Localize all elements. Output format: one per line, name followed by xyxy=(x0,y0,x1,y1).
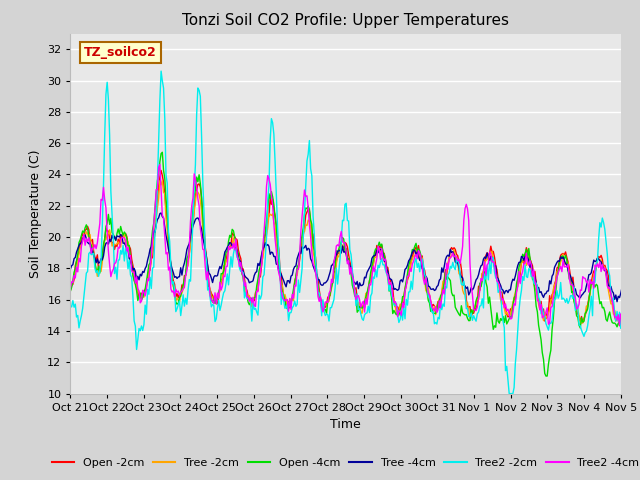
Legend: Open -2cm, Tree -2cm, Open -4cm, Tree -4cm, Tree2 -2cm, Tree2 -4cm: Open -2cm, Tree -2cm, Open -4cm, Tree -4… xyxy=(47,453,640,472)
Title: Tonzi Soil CO2 Profile: Upper Temperatures: Tonzi Soil CO2 Profile: Upper Temperatur… xyxy=(182,13,509,28)
Text: TZ_soilco2: TZ_soilco2 xyxy=(84,46,157,59)
X-axis label: Time: Time xyxy=(330,418,361,431)
Y-axis label: Soil Temperature (C): Soil Temperature (C) xyxy=(29,149,42,278)
